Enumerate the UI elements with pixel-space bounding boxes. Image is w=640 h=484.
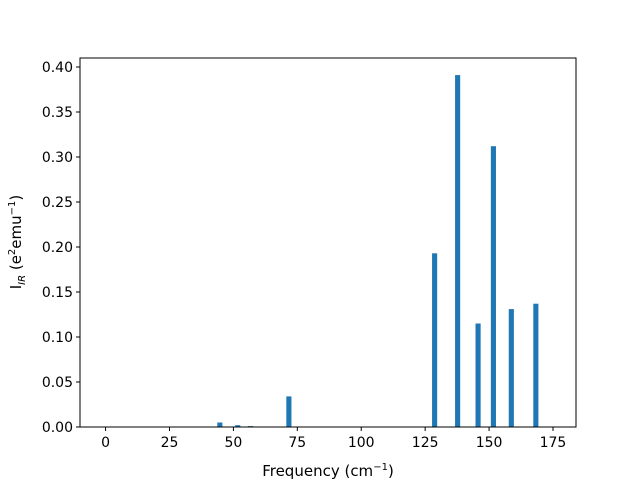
bar: [235, 425, 241, 427]
y-axis-label-sup2: −1: [7, 201, 18, 216]
x-axis-label-main: Frequency (cm: [262, 462, 373, 480]
x-axis-label-sup: −1: [373, 462, 388, 473]
y-axis-label: IIR (e2emu−1): [7, 195, 28, 290]
bar: [533, 303, 539, 427]
bar: [455, 75, 461, 427]
y-axis-ticks: 0.00 0.05 0.10 0.15 0.20 0.25 0.30 0.35 0.40: [42, 60, 80, 436]
bars-group: [217, 75, 539, 427]
x-axis-label-end: ): [388, 462, 394, 480]
y-tick-label: 0.40: [42, 60, 73, 76]
y-axis-label-main: I: [7, 285, 25, 289]
y-tick-label: 0.05: [42, 375, 73, 391]
x-tick-label: 100: [348, 435, 375, 451]
bar: [432, 253, 438, 427]
bar: [286, 396, 292, 427]
x-axis-label: Frequency (cm−1): [262, 462, 394, 480]
bar: [217, 422, 223, 427]
x-tick-label: 50: [224, 435, 242, 451]
y-tick-label: 0.10: [42, 330, 73, 346]
bar: [508, 309, 514, 427]
x-tick-label: 0: [101, 435, 110, 451]
y-tick-label: 0.25: [42, 195, 73, 211]
bar: [475, 323, 481, 427]
plot-frame: [79, 57, 577, 428]
x-tick-label: 25: [161, 435, 179, 451]
y-axis-label-mid: (e: [7, 255, 25, 275]
x-tick-label: 75: [288, 435, 306, 451]
x-tick-label: 150: [476, 435, 503, 451]
y-axis-label-end: ): [7, 195, 25, 201]
bar: [490, 146, 496, 427]
y-axis-label-mid2: emu: [7, 215, 25, 248]
x-tick-label: 175: [540, 435, 567, 451]
y-tick-label: 0.00: [42, 420, 73, 436]
x-axis-ticks: 0 25 50 75 100 125 150 175: [101, 427, 566, 451]
y-tick-label: 0.30: [42, 150, 73, 166]
y-tick-label: 0.15: [42, 285, 73, 301]
y-tick-label: 0.20: [42, 240, 73, 256]
x-tick-label: 125: [412, 435, 439, 451]
y-axis-label-sub: IR: [17, 275, 28, 285]
y-axis-label-sup1: 2: [7, 249, 18, 255]
y-tick-label: 0.35: [42, 105, 73, 121]
